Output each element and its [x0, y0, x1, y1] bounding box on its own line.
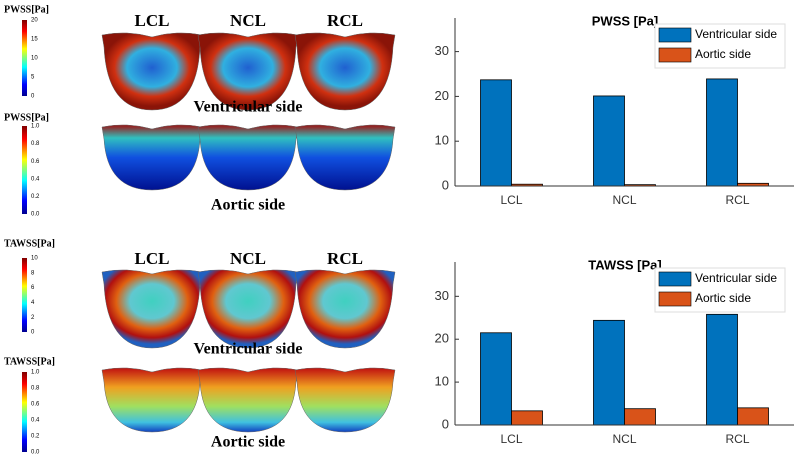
colorbar-tick-label: 0.0: [31, 212, 40, 218]
legend-swatch: [658, 291, 692, 307]
heatmap: [101, 269, 203, 349]
heatmap: [101, 32, 203, 111]
legend-label: Aortic side: [695, 47, 751, 61]
panel-caption: Aortic side: [211, 434, 285, 451]
y-tick-label: 30: [435, 288, 449, 303]
legend-label: Ventricular side: [695, 27, 777, 41]
heatmap: [197, 367, 299, 433]
heatmap: [197, 32, 299, 111]
colorbar-tick-label: 1.0: [31, 370, 40, 376]
heatmap: [197, 124, 299, 191]
colorbar-tick-label: 0.6: [31, 159, 40, 165]
column-label: NCL: [230, 249, 266, 268]
bar: [593, 95, 625, 187]
y-tick-label: 0: [442, 416, 449, 431]
chart-title: PWSS [Pa]: [592, 13, 658, 28]
column-label: LCL: [135, 249, 170, 268]
colorbar: [22, 20, 27, 96]
colorbar: [22, 372, 27, 452]
heatmap: [101, 367, 203, 433]
column-label: RCL: [327, 11, 363, 30]
column-label: LCL: [135, 11, 170, 30]
column-label: NCL: [230, 11, 266, 30]
bar: [737, 407, 769, 426]
panel-caption: Aortic side: [211, 197, 285, 214]
legend-swatch: [658, 27, 692, 43]
bar: [706, 78, 738, 187]
colorbar-tick-label: 0.0: [31, 450, 40, 456]
colorbar-tick-label: 0.8: [31, 386, 40, 392]
legend-swatch: [658, 47, 692, 63]
bar: [706, 313, 738, 426]
colorbar: [22, 126, 27, 214]
column-label: RCL: [327, 249, 363, 268]
colorbar-tick-label: 8: [31, 270, 35, 276]
colorbar: [22, 258, 27, 332]
heatmap: [294, 32, 396, 111]
colorbar-tick-label: 5: [31, 75, 35, 81]
heatmap: [197, 269, 299, 349]
x-tick-label: NCL: [612, 432, 636, 446]
colorbar-tick-label: 0: [31, 94, 35, 100]
colorbar-tick-label: 15: [31, 37, 38, 43]
colorbar-tick-label: 10: [31, 256, 38, 262]
y-tick-label: 20: [435, 331, 449, 346]
x-tick-label: RCL: [725, 432, 749, 446]
bar: [511, 410, 543, 426]
colorbar-tick-label: 2: [31, 315, 35, 321]
colorbar-tick-label: 20: [31, 18, 38, 24]
colorbar-tick-label: 0.2: [31, 194, 40, 200]
colorbar-tick-label: 6: [31, 285, 35, 291]
y-tick-label: 20: [435, 88, 449, 103]
colorbar-tick-label: 0.6: [31, 402, 40, 408]
y-tick-label: 0: [442, 177, 449, 192]
legend-label: Ventricular side: [695, 271, 777, 285]
y-tick-label: 10: [435, 374, 449, 389]
x-tick-label: RCL: [725, 193, 749, 207]
colorbar-tick-label: 0.2: [31, 434, 40, 440]
heatmap: [294, 269, 396, 349]
x-tick-label: LCL: [500, 432, 522, 446]
heatmap: [101, 124, 203, 191]
colorbar-tick-label: 0.4: [31, 418, 40, 424]
colorbar-title: PWSS[Pa]: [4, 4, 49, 15]
x-tick-label: LCL: [500, 193, 522, 207]
colorbar-tick-label: 1.0: [31, 124, 40, 130]
colorbar-title: PWSS[Pa]: [4, 112, 49, 123]
y-tick-label: 10: [435, 133, 449, 148]
heatmap: [294, 124, 396, 191]
bar: [480, 332, 512, 426]
colorbar-tick-label: 0.4: [31, 176, 40, 182]
colorbar-tick-label: 10: [31, 56, 38, 62]
colorbar-tick-label: 0: [31, 330, 35, 336]
heatmap: [294, 367, 396, 433]
panel-caption: Ventricular side: [194, 341, 303, 358]
colorbar-tick-label: 4: [31, 300, 35, 306]
panel-caption: Ventricular side: [194, 99, 303, 116]
colorbar-title: TAWSS[Pa]: [4, 356, 55, 367]
bar: [593, 319, 625, 426]
chart-title: TAWSS [Pa]: [588, 257, 661, 272]
y-tick-label: 30: [435, 43, 449, 58]
legend-label: Aortic side: [695, 291, 751, 305]
colorbar-tick-label: 0.8: [31, 141, 40, 147]
colorbar-title: TAWSS[Pa]: [4, 238, 55, 249]
x-tick-label: NCL: [612, 193, 636, 207]
bar: [480, 79, 512, 187]
bar: [624, 408, 656, 426]
legend-swatch: [658, 271, 692, 287]
